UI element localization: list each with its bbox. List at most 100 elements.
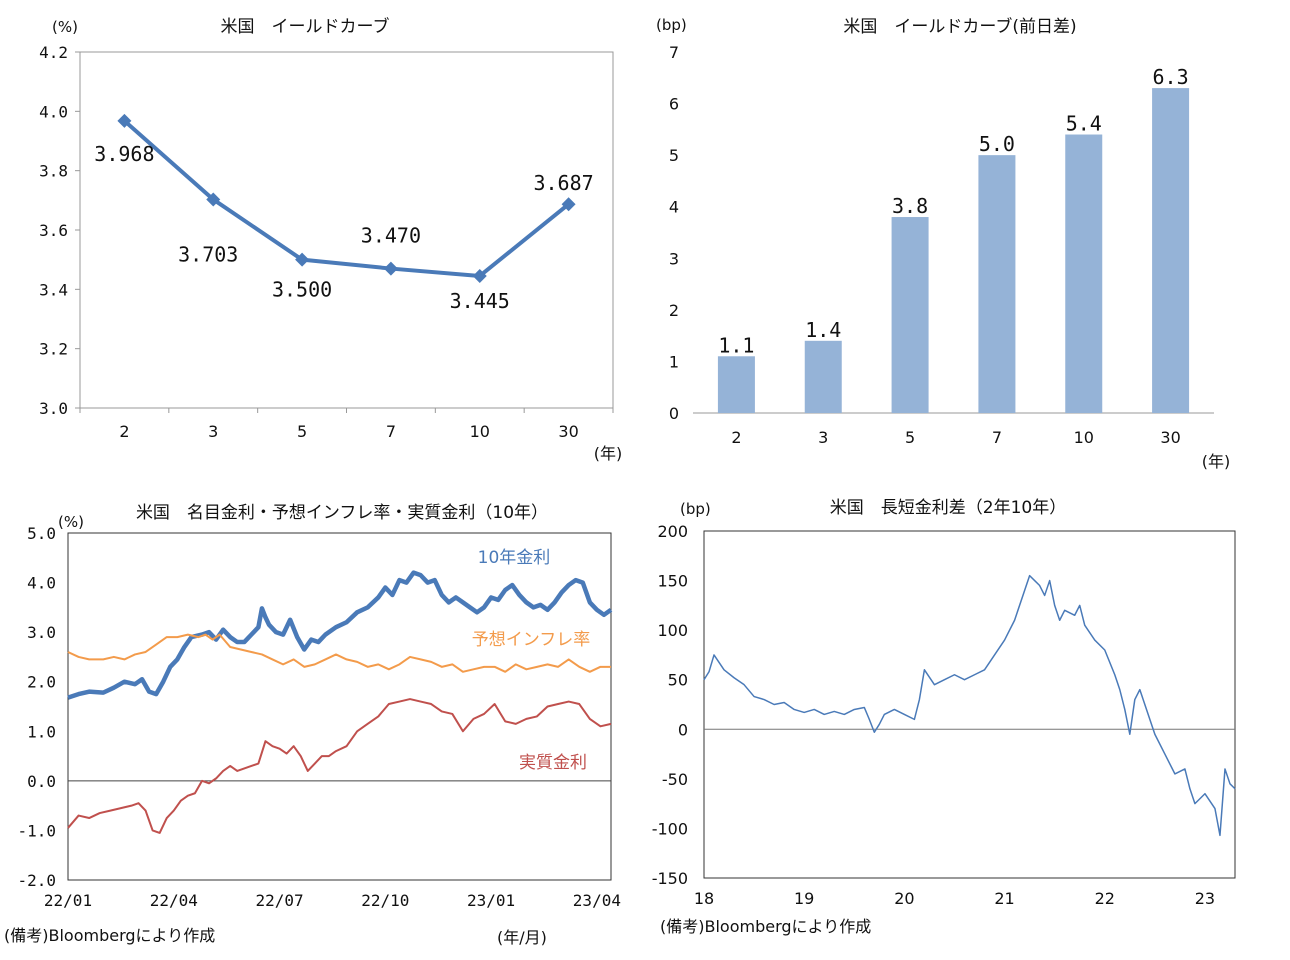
y-tick-label: 3.8 (39, 162, 68, 181)
spread-y-unit: (bp) (680, 500, 711, 518)
series-label: 実質金利 (519, 753, 587, 773)
source-note-left: (備考)Bloombergにより作成 (4, 926, 216, 945)
data-label: 1.4 (805, 318, 841, 342)
x-tick-label: 3 (208, 422, 218, 441)
y-tick-label: 3.2 (39, 340, 68, 359)
x-tick-label: 23/01 (467, 891, 515, 910)
x-tick-label: 21 (994, 889, 1014, 908)
x-tick-label: 2 (119, 422, 129, 441)
y-tick-label: 3.0 (27, 623, 56, 642)
x-tick-label: 30 (1160, 428, 1180, 447)
y-tick-label: 7 (669, 43, 679, 62)
data-label: 3.968 (94, 142, 154, 166)
series-label: 予想インフレ率 (472, 630, 591, 650)
x-tick-label: 7 (386, 422, 396, 441)
data-label: 3.470 (361, 224, 421, 248)
y-tick-label: 3.6 (39, 221, 68, 240)
data-label: 5.4 (1066, 112, 1102, 136)
spread-plot-frame (703, 530, 1236, 879)
y-tick-label: -2.0 (17, 871, 56, 890)
x-tick-label: 7 (992, 428, 1002, 447)
y-tick-label: 3.0 (39, 399, 68, 418)
x-tick-label: 5 (297, 422, 307, 441)
data-point-marker (206, 192, 221, 207)
bar (891, 217, 929, 413)
x-tick-label: 2 (731, 428, 741, 447)
spread-chart: 米国 長短金利差（2年10年） (bp) -150 -100 -50 0 50 100 15… (652, 498, 1236, 908)
y-tick-label: 5 (669, 146, 679, 165)
rates-chart: 米国 名目金利・予想インフレ率・実質金利（10年） (%) -2.0 -1.0 0.… (17, 503, 621, 910)
x-tick-label: 22/07 (255, 891, 303, 910)
series-line (67, 633, 611, 673)
y-tick-label: 200 (657, 522, 688, 541)
period-unit-note: (年/月) (497, 928, 547, 947)
x-tick-label: 22/04 (150, 891, 198, 910)
data-label: 3.500 (272, 278, 332, 302)
y-tick-label: 100 (657, 621, 688, 640)
x-tick-label: 3 (818, 428, 828, 447)
data-label: 6.3 (1153, 65, 1189, 89)
series-line (123, 119, 570, 278)
data-label: 3.687 (533, 171, 593, 195)
data-point-marker (472, 268, 487, 283)
daily-change-x-unit: (年) (1202, 452, 1231, 471)
y-tick-label: 1.0 (27, 722, 56, 741)
yield-curve-chart: 米国 イールドカーブ (%) (年) 3.0 3.2 3.4 3.6 3.8 4.0 4.2… (39, 16, 622, 463)
x-tick-label: 23 (1195, 889, 1215, 908)
x-tick-label: 22/01 (44, 891, 92, 910)
spread-title: 米国 長短金利差（2年10年） (830, 498, 1066, 518)
x-tick-label: 19 (794, 889, 814, 908)
y-tick-label: 6 (669, 95, 679, 114)
bar (804, 340, 842, 413)
bar (717, 356, 755, 413)
x-tick-label: 20 (894, 889, 914, 908)
y-tick-label: 2.0 (27, 673, 56, 692)
y-tick-label: -1.0 (17, 821, 56, 840)
x-tick-label: 5 (905, 428, 915, 447)
y-tick-label: 5.0 (27, 524, 56, 543)
data-point-marker (561, 197, 576, 212)
data-label: 3.8 (892, 194, 928, 218)
data-label: 3.703 (178, 242, 238, 266)
y-tick-label: -100 (652, 819, 688, 838)
x-tick-label: 23/04 (573, 891, 621, 910)
data-label: 1.1 (718, 333, 754, 357)
series-line (703, 574, 1236, 837)
y-tick-label: 4.0 (27, 574, 56, 593)
x-tick-label: 10 (470, 422, 490, 441)
bar (978, 155, 1016, 413)
y-tick-label: 0.0 (27, 772, 56, 791)
series-line (67, 698, 612, 834)
rates-title: 米国 名目金利・予想インフレ率・実質金利（10年） (136, 503, 548, 523)
yield-curve-y-unit: (%) (52, 18, 78, 36)
data-point-marker (383, 261, 398, 276)
data-point-marker (117, 113, 132, 128)
x-tick-label: 22 (1095, 889, 1115, 908)
bar (1152, 88, 1190, 413)
y-tick-label: 4.2 (39, 43, 68, 62)
bar (1065, 134, 1103, 413)
daily-change-chart: 米国 イールドカーブ(前日差) (bp) (年) 0 1 2 3 4 5 6 7 2 3 5 7 10… (656, 16, 1230, 471)
y-tick-label: -50 (662, 770, 688, 789)
data-label: 5.0 (979, 132, 1015, 156)
y-tick-label: 3.4 (39, 280, 68, 299)
rates-y-unit: (%) (58, 513, 84, 531)
y-tick-label: 2 (669, 301, 679, 320)
yield-curve-x-unit: (年) (594, 444, 623, 463)
y-tick-label: 4.0 (39, 102, 68, 121)
y-tick-label: 4 (669, 198, 679, 217)
y-tick-label: 0 (678, 720, 688, 739)
y-tick-label: 1 (669, 352, 679, 371)
y-tick-label: 150 (657, 572, 688, 591)
yield-curve-plot-frame (79, 51, 614, 409)
x-tick-label: 22/10 (361, 891, 409, 910)
y-tick-label: 3 (669, 249, 679, 268)
y-tick-label: -150 (652, 869, 688, 888)
x-tick-label: 10 (1074, 428, 1094, 447)
rates-plot-frame (67, 532, 612, 881)
daily-change-title: 米国 イールドカーブ(前日差) (843, 16, 1076, 37)
series-label: 10年金利 (478, 548, 551, 568)
data-point-marker (295, 252, 310, 267)
yield-curve-title: 米国 イールドカーブ (221, 16, 390, 37)
